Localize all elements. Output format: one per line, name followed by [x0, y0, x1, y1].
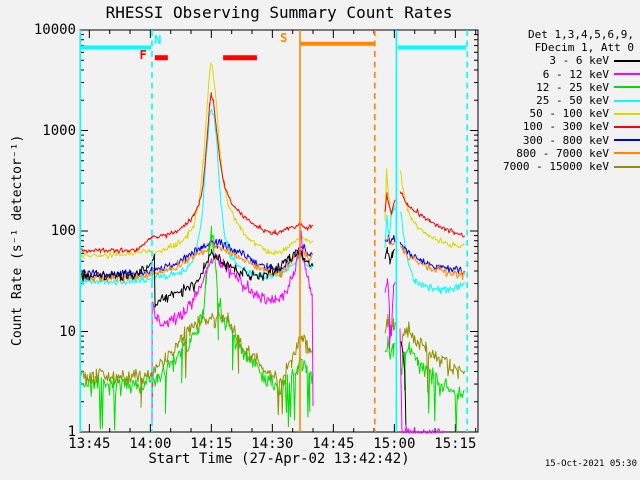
x-tick-label: 14:00 — [129, 436, 172, 452]
series-800-7000keV — [79, 236, 466, 284]
legend-entry-label: 6 - 12 keV — [542, 67, 609, 81]
y-tick-label: 1 — [67, 424, 76, 440]
legend-entry-label: 50 - 100 keV — [529, 107, 609, 121]
legend-color-swatch — [614, 73, 640, 76]
flag-bars — [81, 41, 467, 61]
x-tick-label: 14:15 — [190, 436, 233, 452]
legend-entry: 100 - 300 keV — [494, 120, 640, 133]
legend-entry: 25 - 50 keV — [494, 94, 640, 107]
legend-color-swatch — [614, 165, 640, 168]
series-12-25keV — [79, 225, 465, 434]
series-7000-15000keV — [79, 308, 466, 416]
legend: Det 1,3,4,5,6,9, FDecim 1, Att 0 3 - 6 k… — [494, 28, 640, 173]
legend-entry: 7000 - 15000 keV — [494, 160, 640, 173]
x-tick-label: 15:15 — [434, 436, 477, 452]
legend-decim-att-info: FDecim 1, Att 0 — [534, 41, 634, 55]
legend-color-swatch — [614, 99, 640, 102]
legend-color-swatch — [614, 152, 640, 155]
flag-label-n: N — [154, 32, 162, 47]
flag-label-f: F — [139, 48, 147, 63]
plot-generation-timestamp: 15-Oct-2021 05:30 — [544, 459, 637, 469]
x-tick-label: 14:30 — [251, 436, 294, 452]
legend-entry: 50 - 100 keV — [494, 107, 640, 120]
y-tick-label: 10000 — [33, 22, 76, 38]
legend-entry-label: 300 - 800 keV — [522, 133, 609, 147]
legend-color-swatch — [614, 139, 640, 142]
legend-detector-info: Det 1,3,4,5,6,9, — [528, 28, 634, 41]
x-axis-title: Start Time (27-Apr-02 13:42:42) — [148, 451, 410, 467]
series-3-6keV — [79, 246, 407, 426]
legend-entry-label: 3 - 6 keV — [549, 54, 609, 68]
x-tick-label: 14:45 — [312, 436, 355, 452]
legend-color-swatch — [614, 60, 640, 62]
legend-entries: 3 - 6 keV 6 - 12 keV 12 - 25 keV 25 - 50 ke… — [494, 54, 640, 173]
legend-entry: 3 - 6 keV — [494, 54, 640, 67]
eclipse-saa-boundary-lines — [79, 30, 468, 432]
legend-color-swatch — [614, 86, 640, 89]
legend-color-swatch — [614, 112, 640, 115]
x-tick-label: 15:00 — [373, 436, 416, 452]
legend-entry: 800 - 7000 keV — [494, 147, 640, 160]
flag-label-s: S — [280, 31, 288, 46]
y-tick-label: 10 — [59, 323, 76, 340]
legend-entry-label: 25 - 50 keV — [536, 93, 609, 107]
legend-entry-label: 100 - 300 keV — [522, 120, 609, 134]
legend-entry-label: 12 - 25 keV — [536, 80, 609, 94]
y-tick-label: 100 — [50, 223, 76, 239]
chart-title: RHESSI Observing Summary Count Rates — [105, 3, 453, 22]
legend-entry-label: 800 - 7000 keV — [516, 146, 609, 160]
legend-color-swatch — [614, 125, 640, 128]
legend-entry: 12 - 25 keV — [494, 81, 640, 94]
series-6-12keV — [151, 230, 444, 434]
legend-entry-label: 7000 - 15000 keV — [503, 159, 609, 173]
legend-entry: 6 - 12 keV — [494, 68, 640, 81]
series-100-300keV — [79, 92, 466, 254]
legend-entry: 300 - 800 keV — [494, 134, 640, 147]
series-50-100keV — [79, 62, 466, 259]
y-axis-title: Count Rate (s⁻¹ detector⁻¹) — [10, 134, 25, 346]
data-curves — [79, 62, 466, 434]
x-tick-label: 13:45 — [68, 436, 111, 452]
y-tick-label: 1000 — [42, 122, 76, 139]
